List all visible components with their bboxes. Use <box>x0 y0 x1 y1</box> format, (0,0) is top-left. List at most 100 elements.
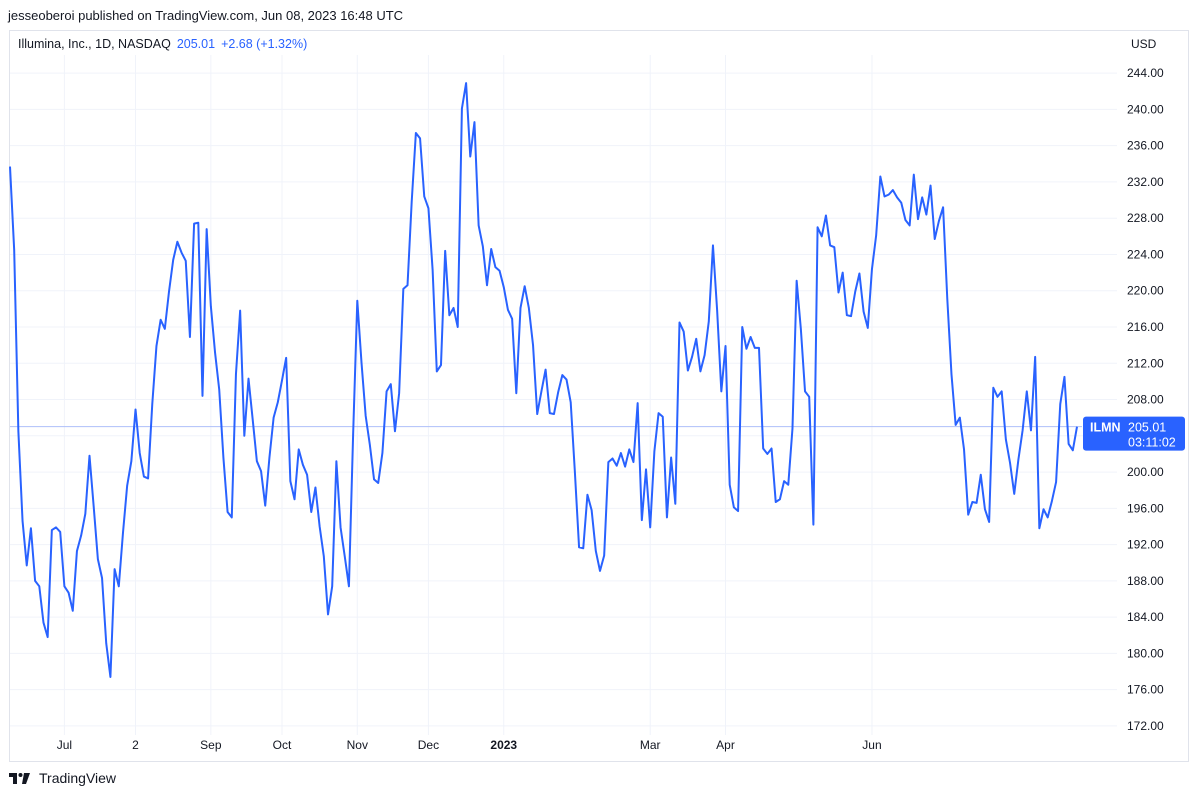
data-point <box>817 226 819 228</box>
data-point <box>1039 527 1041 529</box>
grid-lines <box>10 55 1117 735</box>
y-tick-label: 192.00 <box>1127 538 1164 552</box>
x-tick-label: Oct <box>273 738 292 752</box>
data-point <box>331 586 333 588</box>
data-point <box>131 460 133 462</box>
data-point <box>118 586 120 588</box>
data-point <box>51 529 53 531</box>
currency-label[interactable]: USD <box>1131 37 1157 51</box>
data-point <box>892 189 894 191</box>
data-point <box>168 291 170 293</box>
data-point <box>390 383 392 385</box>
data-point <box>495 266 497 268</box>
price-badge-bg <box>1083 416 1185 451</box>
y-tick-label: 172.00 <box>1127 719 1164 733</box>
data-point <box>582 547 584 549</box>
data-point <box>93 506 95 508</box>
data-point <box>934 238 936 240</box>
data-point <box>595 550 597 552</box>
y-tick-label: 244.00 <box>1127 66 1164 80</box>
data-point <box>649 527 651 529</box>
data-point <box>909 225 911 227</box>
data-point <box>135 409 137 411</box>
x-tick-label: Sep <box>200 738 222 752</box>
data-point <box>666 517 668 519</box>
data-point <box>348 586 350 588</box>
data-point <box>541 391 543 393</box>
data-point <box>967 514 969 516</box>
data-point <box>373 479 375 481</box>
data-point <box>244 435 246 437</box>
data-point <box>771 448 773 450</box>
data-point <box>737 510 739 512</box>
data-point <box>603 555 605 557</box>
data-point <box>721 391 723 393</box>
data-point <box>1068 443 1070 445</box>
y-tick-label: 240.00 <box>1127 102 1164 116</box>
x-tick-label: 2 <box>132 738 139 752</box>
data-point <box>1047 517 1049 519</box>
brand-name[interactable]: TradingView <box>39 770 117 786</box>
data-point <box>520 307 522 309</box>
symbol-title[interactable]: Illumina, Inc., 1D, NASDAQ <box>18 37 171 51</box>
data-point <box>315 487 317 489</box>
data-point <box>160 319 162 321</box>
data-point <box>930 185 932 187</box>
series-line-ilmn <box>9 82 1078 678</box>
y-tick-label: 180.00 <box>1127 646 1164 660</box>
data-point <box>859 273 861 275</box>
data-point <box>101 577 103 579</box>
data-point <box>1055 481 1057 483</box>
data-point <box>206 228 208 230</box>
data-point <box>30 527 32 529</box>
data-point <box>68 592 70 594</box>
data-point <box>365 415 367 417</box>
y-tick-label: 228.00 <box>1127 211 1164 225</box>
data-point <box>110 676 112 678</box>
data-point <box>896 197 898 199</box>
data-point <box>587 494 589 496</box>
data-point <box>336 460 338 462</box>
tradingview-logo-icon[interactable] <box>9 771 33 785</box>
data-point <box>386 391 388 393</box>
data-point <box>260 470 262 472</box>
data-point <box>1013 493 1015 495</box>
data-point <box>302 464 304 466</box>
data-point <box>900 202 902 204</box>
data-point <box>854 291 856 293</box>
data-point <box>951 373 953 375</box>
data-point <box>164 328 166 330</box>
data-point <box>382 452 384 454</box>
data-point <box>938 220 940 222</box>
data-point <box>147 478 149 480</box>
x-tick-label: Apr <box>716 738 735 752</box>
y-tick-label: 188.00 <box>1127 574 1164 588</box>
data-point <box>570 401 572 403</box>
data-point <box>231 517 233 519</box>
data-point <box>566 379 568 381</box>
badge-timer: 03:11:02 <box>1128 436 1176 450</box>
data-point <box>917 218 919 220</box>
data-point <box>486 284 488 286</box>
data-point <box>72 610 74 612</box>
data-point <box>821 236 823 238</box>
data-point <box>310 511 312 513</box>
data-point <box>281 380 283 382</box>
data-point <box>750 336 752 338</box>
data-point <box>80 535 82 537</box>
y-tick-label: 176.00 <box>1127 683 1164 697</box>
data-point <box>264 505 266 507</box>
data-point <box>1009 462 1011 464</box>
data-point <box>599 570 601 572</box>
data-point <box>361 362 363 364</box>
data-point <box>641 519 643 521</box>
data-point <box>85 513 87 515</box>
data-point <box>762 448 764 450</box>
data-point <box>1022 430 1024 432</box>
price-badge[interactable]: ILMN 205.01 03:11:02 <box>1083 416 1185 451</box>
data-point <box>524 285 526 287</box>
data-point <box>248 378 250 380</box>
y-tick-label: 236.00 <box>1127 139 1164 153</box>
data-point <box>787 484 789 486</box>
